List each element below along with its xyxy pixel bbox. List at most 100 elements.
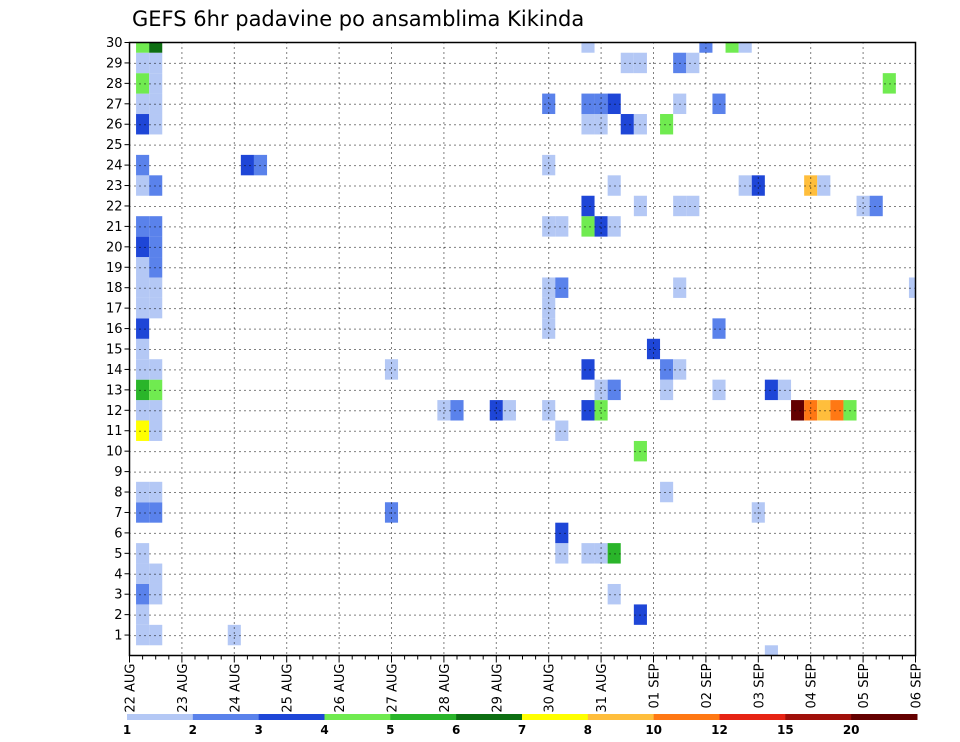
y-tick-label: 21 [106,220,123,235]
y-tick-label: 22 [106,199,123,214]
heatmap-cell [149,359,163,380]
heatmap-cell [581,359,595,380]
heatmap-cell [817,400,831,421]
y-tick-label: 6 [114,526,122,541]
colorbar-label: 10 [645,723,662,737]
plot-frame [128,41,917,657]
heatmap-cell [581,114,595,135]
heatmap-cell [136,73,150,94]
colorbar-label: 5 [386,723,394,737]
heatmap-cell [764,645,778,656]
heatmap-cell [149,114,163,135]
y-tick-label: 5 [114,547,122,562]
y-tick-label: 23 [106,179,123,194]
heatmap-cell [804,175,818,196]
heatmap-cell [594,400,608,421]
x-tick-label: 31 AUG [595,664,610,713]
heatmap-cell [149,297,163,319]
heatmap-cell [136,420,150,441]
heatmap-cell [136,175,150,196]
heatmap-cell [607,543,621,564]
heatmap-cell [136,52,150,74]
heatmap-cell [136,114,150,135]
heatmap-cell [542,93,556,115]
heatmap-cell [542,318,556,339]
y-tick-label: 3 [114,588,122,603]
heatmap-cell [149,257,163,278]
y-tick-label: 24 [106,159,123,174]
x-tick-label: 24 AUG [228,664,243,713]
heatmap-cell [555,420,569,441]
heatmap-cell [136,379,150,401]
heatmap-cell [869,195,883,217]
colorbar-label: 20 [843,723,860,737]
heatmap-cell [149,379,163,401]
colorbar-swatch [587,714,655,720]
heatmap-cell [751,502,765,523]
y-tick-label: 27 [106,97,123,112]
heatmap-cell [555,277,569,298]
heatmap-cell [136,297,150,319]
chart-title: GEFS 6hr padavine po ansamblima Kikinda [132,7,584,31]
heatmap-cell [136,583,150,605]
x-tick-label: 03 SEP [752,663,767,708]
x-tick-label: 01 SEP [648,663,663,708]
heatmap-cell [136,154,150,176]
heatmap-cell [149,481,163,503]
colorbar-label: 12 [711,723,728,737]
heatmap-cell [712,93,726,115]
heatmap-cell [136,543,150,564]
heatmap-cell [581,543,595,564]
y-tick-label: 9 [114,465,122,480]
heatmap-cell [594,114,608,135]
y-tick-label: 12 [106,404,123,419]
x-tick-label: 22 AUG [124,664,139,713]
heatmap-cell [149,42,163,53]
heatmap-cell [777,379,792,401]
heatmap-cell [149,175,163,196]
heatmap-cell [136,216,150,237]
heatmap-cell [136,481,150,503]
y-tick-label: 20 [106,240,123,255]
x-tick-label: 25 AUG [281,664,296,713]
x-tick-label: 26 AUG [333,664,348,713]
heatmap-cell [660,114,674,135]
heatmap-cell [594,379,608,401]
heatmap-cell [660,481,674,503]
heatmap-cell [542,400,556,421]
colorbar-label: 2 [189,723,197,737]
colorbar-swatch [522,714,589,720]
x-tick-label: 27 AUG [386,664,401,713]
heatmap-cell [817,175,831,196]
heatmap-cell [607,379,621,401]
y-tick-label: 11 [106,424,123,439]
grid-lines [129,42,916,656]
heatmap-cell [136,277,150,298]
heatmap-cell [437,400,451,421]
heatmap-cell [712,318,726,339]
heatmap-cell [791,400,805,421]
heatmap-cell [581,400,595,421]
heatmap-cell [542,216,556,237]
heatmap-cell [686,52,700,74]
colorbar-swatch [653,714,720,720]
x-tick-label: 28 AUG [438,664,453,713]
heatmap-cell [856,195,870,217]
heatmap-cell [489,400,503,421]
heatmap-cell [149,52,163,74]
heatmap-cell [620,52,634,74]
heatmap-cell [620,114,634,135]
y-tick-label: 29 [106,56,123,71]
heatmap-cell [136,318,150,339]
x-tick-label: 30 AUG [543,664,558,713]
y-tick-label: 14 [106,363,123,378]
y-tick-label: 25 [106,138,123,153]
heatmap-cell [830,400,844,421]
heatmap-cell [136,93,150,115]
heatmap-cell [136,257,150,278]
heatmap-cell [136,502,150,523]
x-tick-label: 02 SEP [700,663,715,708]
heatmap-cell [136,338,150,360]
x-axis: 22 AUG 23 AUG 24 AUG 25 AUG 26 AUG 27 AUG 28 A… [124,655,925,713]
colorbar-swatch [456,714,523,720]
